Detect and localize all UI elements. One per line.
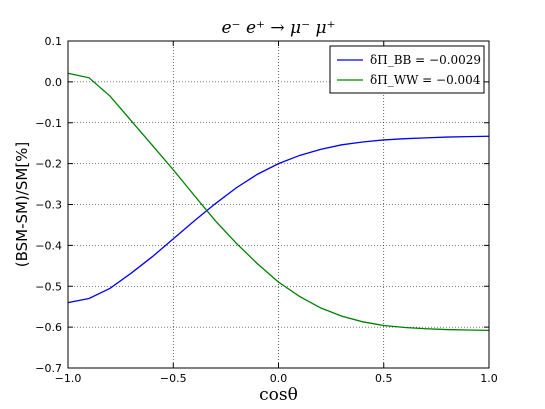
y-tick-label: −0.4: [35, 239, 62, 252]
chart-title: e⁻ e⁺ → μ⁻ μ⁺: [222, 18, 336, 38]
legend-box: [329, 45, 485, 94]
series-line-2: [67, 72, 490, 332]
legend-label-1: δΠ_BB = −0.0029: [370, 53, 481, 67]
x-tick-label: 0.0: [270, 372, 288, 385]
ticks: −1.0 −0.5 0.0 0.5 1.0 0.1 0.0 −0.1 −0.2 −0.3 −0.4 −…: [35, 35, 497, 385]
x-tick-label: 0.5: [375, 372, 393, 385]
y-axis-label: (BSM-SM)/SM[%]: [13, 142, 31, 268]
y-tick-label: −0.1: [35, 117, 62, 130]
y-tick-label: −0.2: [35, 158, 62, 171]
y-tick-label: 0.0: [45, 76, 63, 89]
y-tick-label: −0.7: [35, 362, 62, 375]
legend: δΠ_BB = −0.0029 δΠ_WW = −0.004: [329, 45, 485, 94]
x-tick-label: 1.0: [480, 372, 498, 385]
x-tick-label: −0.5: [160, 372, 187, 385]
y-tick-label: −0.3: [35, 199, 62, 212]
y-tick-label: −0.5: [35, 280, 62, 293]
series-line-1: [67, 135, 490, 304]
series-layer: [67, 72, 490, 332]
x-axis-label: cosθ: [259, 385, 298, 405]
x-tick-label: −1.0: [55, 372, 82, 385]
legend-label-2: δΠ_WW = −0.004: [370, 73, 481, 87]
y-tick-label: −0.6: [35, 321, 62, 334]
y-tick-label: 0.1: [45, 35, 63, 48]
